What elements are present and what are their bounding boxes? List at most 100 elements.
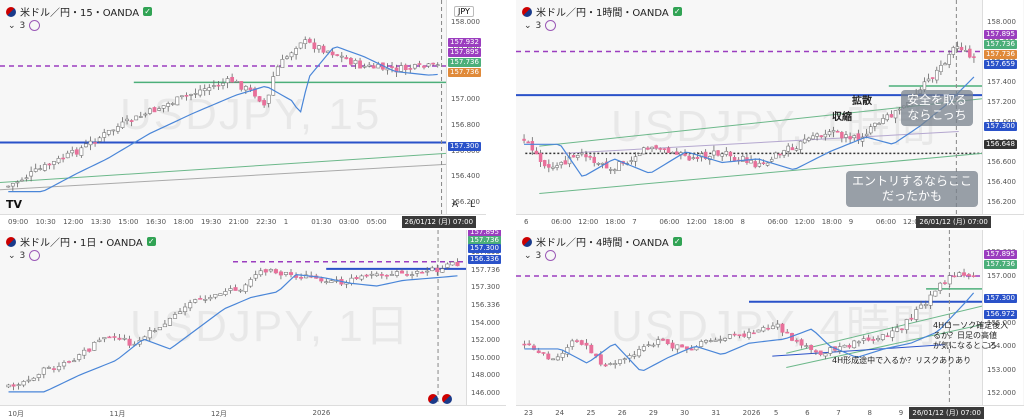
time-tick: 9: [898, 409, 904, 417]
candle-body: [376, 63, 381, 69]
candle-body: [127, 338, 132, 346]
candle-body: [93, 142, 97, 144]
price-axis[interactable]: 158.000157.800157.600157.400157.200157.0…: [982, 0, 1023, 214]
price-tag: 157.895: [984, 30, 1017, 39]
time-axis[interactable]: 09:00 10:30 12:00 13:30 15:00 16:30 18:00 19:30…: [0, 214, 486, 228]
price-axis[interactable]: 158.000157.600157.200157.000156.800156.6…: [446, 0, 486, 214]
candle-body: [72, 360, 77, 363]
candle-body: [588, 156, 592, 158]
candle-body: [766, 327, 771, 330]
check-icon: ✓: [672, 7, 682, 16]
price-axis[interactable]: 158.000157.000156.000155.000154.000153.0…: [982, 230, 1023, 405]
time-tick: 6: [524, 218, 529, 226]
price-tag: 157.895: [984, 250, 1017, 259]
candle-body: [885, 114, 890, 121]
candle-body: [661, 338, 665, 341]
price-axis[interactable]: 157.895157.736157.300156.336154.000152.0…: [466, 230, 506, 405]
candle-body: [798, 140, 803, 150]
candle-body: [890, 330, 895, 338]
candle-body: [412, 64, 417, 69]
time-axis[interactable]: 10月 11月 12月 2026: [0, 405, 506, 419]
chart-canvas-4h[interactable]: [516, 230, 982, 405]
candle-body: [216, 84, 221, 87]
candle-body: [723, 337, 728, 341]
candle-body: [580, 152, 584, 155]
time-axis[interactable]: 23 24 25 26 29 30 31 2026 5 6 7 8 9 26/01/12 (月) 07:0…: [516, 405, 1024, 419]
chart-panel-1h[interactable]: USDJPY, 1時間 米ドル／円・1時間・OANDA ✓ ⌄ 3 158.000 1…: [516, 0, 1024, 228]
candle-body: [390, 66, 394, 68]
chart-panel-4h[interactable]: USDJPY, 4時間 米ドル／円・4時間・OANDA✓ ⌄3 158.0001…: [516, 230, 1024, 419]
trend-line: [0, 152, 446, 184]
candle-body: [713, 339, 718, 342]
candle-body: [410, 274, 415, 276]
candle-body: [408, 68, 413, 70]
chart-panel-1d[interactable]: USDJPY, 1日 米ドル／円・1日・OANDA✓ ⌄3 157.895157…: [0, 230, 506, 419]
candle-body: [737, 334, 742, 337]
auto-scale-button[interactable]: A: [452, 200, 459, 210]
candle-body: [928, 294, 933, 306]
time-tick: 12:00: [686, 218, 707, 226]
time-axis[interactable]: 6 06:00 12:00 18:00 7 06:00 12:00 18:00 8 06:00 12…: [516, 214, 1024, 228]
candle-body: [329, 280, 334, 283]
time-tick: 05:00: [366, 218, 387, 226]
candle-body: [596, 163, 601, 165]
price-tag: 157.300: [468, 244, 501, 253]
candle-body: [46, 367, 51, 369]
time-tick: 31: [711, 409, 721, 417]
candle-body: [662, 148, 667, 150]
candle-body: [565, 347, 570, 355]
candle-body: [889, 114, 894, 118]
indicator-count[interactable]: ⌄ 3: [524, 250, 557, 261]
price-tick: 150.000: [471, 353, 500, 362]
candle-body: [307, 38, 312, 43]
symbol-header: 米ドル／円・4時間・OANDA ✓: [522, 234, 682, 249]
chart-panel-15m[interactable]: USDJPY, 15 米ドル／円・15・OANDA ✓ ⌄ 3 158.000 157…: [0, 0, 486, 228]
time-tick: 18:00: [713, 218, 734, 226]
candle-body: [742, 333, 747, 337]
indicator-count[interactable]: ⌄ 3: [8, 250, 41, 261]
price-tag: 157.895: [448, 48, 481, 57]
price-tick: 154.000: [471, 318, 500, 327]
candle-body: [230, 76, 235, 83]
time-tick: 18:00: [605, 218, 626, 226]
candle-body: [603, 364, 608, 367]
trend-line: [786, 305, 982, 354]
candle-body: [15, 181, 20, 184]
candle-body: [813, 350, 818, 353]
candle-body: [29, 171, 34, 177]
candle-body: [579, 340, 584, 345]
candle-body: [248, 87, 253, 91]
candle-body: [51, 368, 56, 370]
chart-canvas-1d[interactable]: [0, 230, 466, 405]
time-tick: 09:00: [8, 218, 29, 226]
candle-body: [880, 334, 885, 340]
candle-body: [234, 81, 239, 83]
candle-body: [637, 153, 642, 157]
price-tick: 156.800: [451, 120, 480, 129]
price-tick: 154.000: [987, 342, 1016, 350]
candle-body: [312, 42, 317, 50]
candle-body: [873, 122, 877, 127]
candle-body: [530, 141, 535, 151]
note1-line2: るか？日足の高値: [933, 331, 997, 340]
check-icon: ✓: [143, 7, 153, 16]
candle-body: [42, 164, 47, 171]
note1-line3: が気になるところ: [933, 341, 997, 350]
candle-body: [842, 344, 847, 348]
chart-canvas-15m[interactable]: [0, 0, 446, 214]
candle-body: [283, 271, 289, 275]
candle-body: [959, 46, 964, 51]
candle-body: [61, 362, 67, 367]
indicator-count[interactable]: ⌄ 3: [8, 20, 41, 31]
candle-body: [122, 337, 127, 340]
indicator-count[interactable]: ⌄ 3: [524, 20, 557, 31]
candle-body: [962, 272, 967, 276]
log-scale-button[interactable]: L: [470, 200, 476, 210]
candle-body: [367, 64, 372, 67]
currency-button[interactable]: JPY: [454, 6, 474, 17]
candle-body: [111, 129, 116, 132]
candle-body: [188, 302, 193, 309]
price-tick: 153.000: [987, 365, 1016, 374]
candle-body: [97, 137, 102, 142]
candle-body: [756, 329, 761, 333]
